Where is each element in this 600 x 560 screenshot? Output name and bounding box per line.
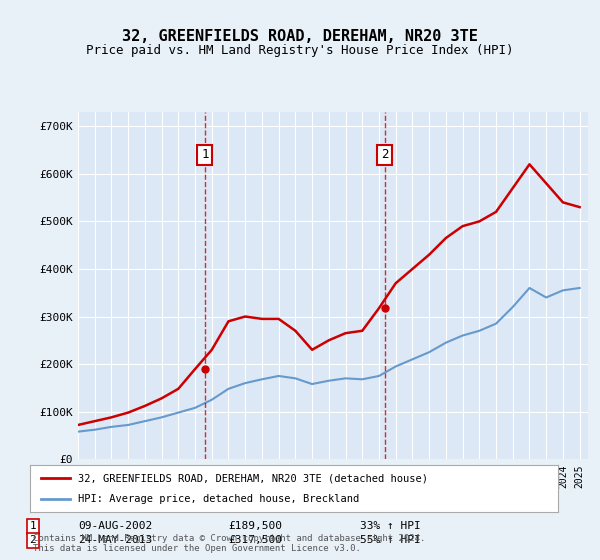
Text: 33% ↑ HPI: 33% ↑ HPI	[360, 521, 421, 531]
Text: 2: 2	[381, 148, 388, 161]
Text: Contains HM Land Registry data © Crown copyright and database right 2024.
This d: Contains HM Land Registry data © Crown c…	[33, 534, 425, 553]
Text: 32, GREENFIELDS ROAD, DEREHAM, NR20 3TE (detached house): 32, GREENFIELDS ROAD, DEREHAM, NR20 3TE …	[77, 473, 428, 483]
Text: 09-AUG-2002: 09-AUG-2002	[78, 521, 152, 531]
Text: Price paid vs. HM Land Registry's House Price Index (HPI): Price paid vs. HM Land Registry's House …	[86, 44, 514, 57]
Text: 2: 2	[29, 535, 37, 545]
Text: 1: 1	[29, 521, 37, 531]
Text: HPI: Average price, detached house, Breckland: HPI: Average price, detached house, Brec…	[77, 494, 359, 504]
Text: 55% ↑ HPI: 55% ↑ HPI	[360, 535, 421, 545]
Text: 24-MAY-2013: 24-MAY-2013	[78, 535, 152, 545]
Text: £317,500: £317,500	[228, 535, 282, 545]
Text: £189,500: £189,500	[228, 521, 282, 531]
Text: 32, GREENFIELDS ROAD, DEREHAM, NR20 3TE: 32, GREENFIELDS ROAD, DEREHAM, NR20 3TE	[122, 29, 478, 44]
Text: 1: 1	[201, 148, 209, 161]
